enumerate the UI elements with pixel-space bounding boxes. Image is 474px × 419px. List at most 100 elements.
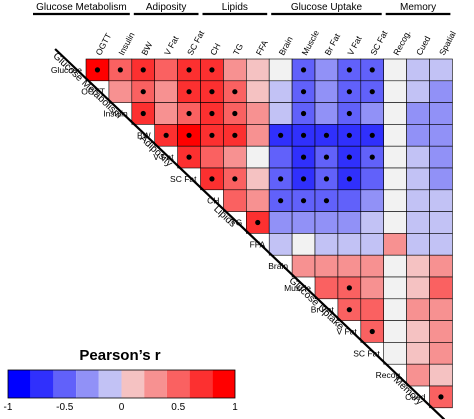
heatmap-cell <box>406 233 430 256</box>
significance-dot <box>323 132 330 138</box>
heatmap-cell <box>383 189 407 212</box>
significance-dot <box>346 154 352 160</box>
heatmap-cell <box>314 102 339 125</box>
significance-dot <box>323 198 330 204</box>
legend-swatch <box>166 370 190 398</box>
heatmap-cell <box>291 233 316 256</box>
heatmap-cell <box>246 167 270 191</box>
heatmap-cell <box>383 254 407 278</box>
significance-dot <box>140 89 146 95</box>
heatmap-cell <box>108 80 133 103</box>
heatmap-cell <box>383 320 407 343</box>
heatmap-cell <box>429 342 453 365</box>
significance-dot <box>346 176 352 182</box>
significance-dot <box>323 176 330 182</box>
group-header: Glucose Uptake <box>291 2 363 13</box>
significance-dot <box>209 176 215 182</box>
legend-border <box>7 369 236 399</box>
significance-dot <box>232 110 238 117</box>
heatmap-cell <box>246 124 270 147</box>
heatmap-cell <box>268 102 293 125</box>
legend-swatch <box>212 370 235 398</box>
significance-dot <box>369 328 375 335</box>
legend-tick-label: 0.5 <box>171 402 185 413</box>
significance-dot <box>300 198 307 204</box>
significance-dot <box>346 67 352 73</box>
heatmap-cell <box>406 124 430 147</box>
row-label: SC Fat <box>353 348 380 358</box>
significance-dot <box>278 176 284 182</box>
heatmap-cell <box>383 167 407 191</box>
heatmap-cell <box>337 189 362 212</box>
heatmap-cell <box>246 145 270 169</box>
heatmap-cell <box>406 211 430 234</box>
legend-color-bar <box>7 369 236 399</box>
significance-dot <box>346 307 352 313</box>
significance-dot <box>209 67 215 73</box>
column-label: Brain <box>277 34 295 56</box>
row-label: BW <box>137 130 151 140</box>
significance-dot <box>232 176 238 182</box>
significance-dot <box>300 132 307 138</box>
column-label: CH <box>208 41 223 57</box>
heatmap-cell <box>383 145 407 169</box>
heatmap-cell <box>154 80 178 103</box>
legend-swatch <box>144 370 167 398</box>
row-label: V Fat <box>336 327 357 337</box>
heatmap-cell <box>406 145 430 169</box>
color-legend: Pearson’s r -1 -0.5 0 0.5 1 <box>4 347 239 413</box>
heatmap-cell <box>246 58 270 82</box>
legend-tick-label: -0.5 <box>56 402 74 413</box>
group-diagonal-line <box>54 48 125 116</box>
heatmap-cell <box>429 233 453 256</box>
heatmap-cell <box>268 58 293 82</box>
significance-dot <box>300 89 307 95</box>
heatmap-cell <box>383 211 407 234</box>
significance-dot <box>209 110 215 117</box>
heatmap-cell <box>246 80 270 103</box>
significance-dot <box>232 89 238 95</box>
heatmap-cell <box>268 80 293 103</box>
column-label: V Fat <box>345 34 364 57</box>
row-label: V Fat <box>153 152 174 162</box>
heatmap-cell <box>154 102 178 125</box>
heatmap-cell <box>360 167 384 191</box>
heatmap-cell <box>337 233 362 256</box>
significance-dot <box>369 67 375 73</box>
column-label: Muscle <box>299 28 321 57</box>
legend-swatch <box>30 370 54 398</box>
top-group-headers: Glucose Metabolism Adiposity Lipids Glucose… <box>33 2 451 16</box>
group-header: Glucose Metabolism <box>36 2 127 13</box>
legend-swatch <box>53 370 77 398</box>
group-header: Memory <box>400 2 436 13</box>
column-label: V Fat <box>162 34 181 57</box>
column-label: TG <box>231 42 245 57</box>
legend-swatch <box>121 370 145 398</box>
significance-dot <box>117 67 123 73</box>
heatmap-cell <box>429 211 453 234</box>
heatmap-cell <box>406 102 430 125</box>
legend-title: Pearson’s r <box>79 347 160 364</box>
legend-swatch <box>98 370 122 398</box>
significance-dot <box>186 67 192 73</box>
column-label: OGTT <box>93 31 113 57</box>
heatmap-cell <box>314 211 339 234</box>
heatmap-cell <box>360 254 384 278</box>
heatmap-cell <box>337 211 362 234</box>
row-label: Recog. <box>376 370 403 380</box>
heatmap-cell <box>383 58 407 82</box>
heatmap-cell <box>246 102 270 125</box>
heatmap-cell <box>223 58 247 82</box>
row-label: Brain <box>268 261 288 271</box>
row-label: SC Fat <box>170 174 197 184</box>
heatmap-cell <box>429 80 453 103</box>
legend-ticks: -1 -0.5 0 0.5 1 <box>4 402 239 413</box>
column-label: FFA <box>254 38 270 57</box>
heatmap-cell <box>429 58 453 82</box>
heatmap-cell <box>406 254 430 278</box>
significance-dot <box>140 67 146 73</box>
heatmap-cell <box>383 233 407 256</box>
significance-dot <box>255 219 261 226</box>
